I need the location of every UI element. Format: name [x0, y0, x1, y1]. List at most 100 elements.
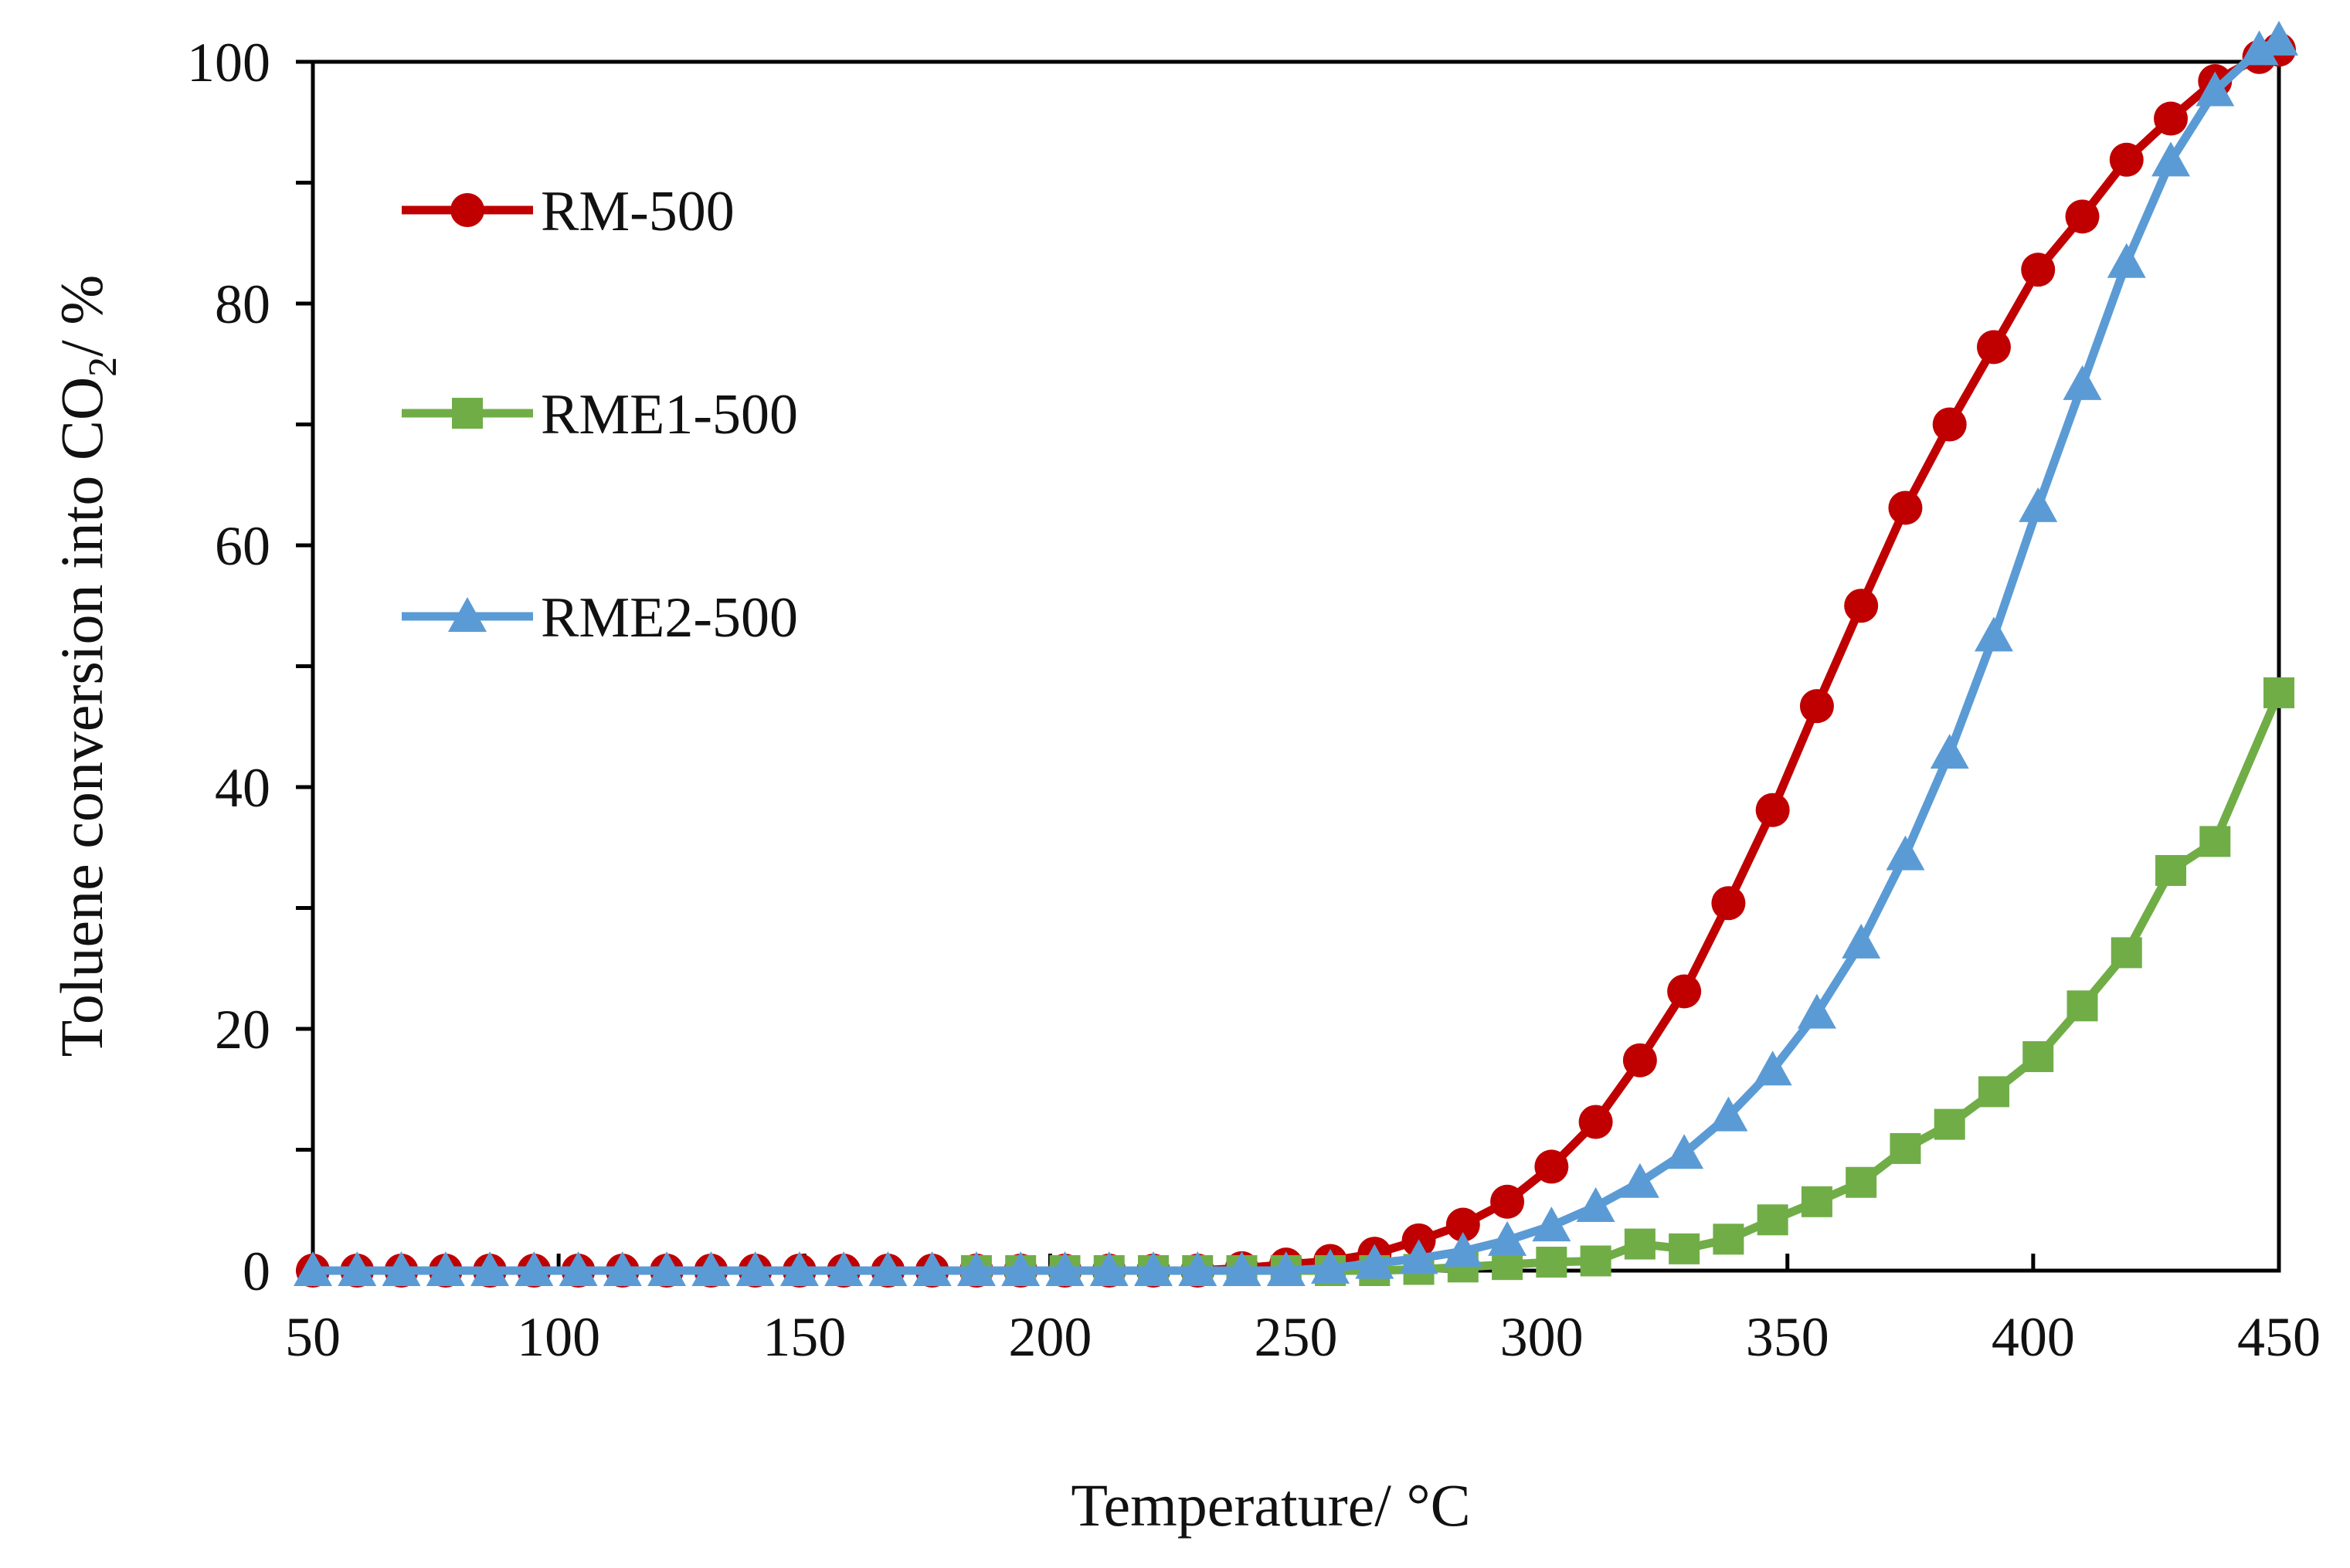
- data-point-rme2-500: [2240, 30, 2279, 66]
- data-point-rme2-500: [2260, 20, 2298, 56]
- y-axis-title-subscript: 2: [81, 357, 125, 377]
- data-point-rme2-500: [426, 1251, 465, 1286]
- data-point-rme2-500: [824, 1251, 864, 1286]
- data-point-rm-500: [2109, 142, 2144, 177]
- data-point-rm-500: [2154, 101, 2189, 136]
- data-point-rme2-500: [779, 1251, 819, 1286]
- data-point-rme2-500: [912, 1251, 952, 1286]
- data-point-rme2-500: [1886, 835, 1925, 871]
- series-line-rme2-500: [313, 36, 2281, 1275]
- x-tick-label: 450: [2237, 1306, 2321, 1368]
- data-point-rm-500: [2065, 199, 2100, 234]
- data-point-rme2-500: [1222, 1251, 1262, 1286]
- data-point-rme2-500: [382, 1251, 421, 1286]
- data-point-rme2-500: [1355, 1244, 1394, 1279]
- y-axis-title: Toluene conversion into CO2/ %: [48, 275, 125, 1057]
- data-point-rme1-500: [2022, 1040, 2054, 1072]
- y-axis-title-suffix: / %: [48, 275, 115, 357]
- x-tick-label: 50: [285, 1306, 341, 1368]
- y-tick-label: 20: [215, 999, 270, 1061]
- data-point-rm-500: [1667, 974, 1702, 1009]
- x-axis: 50 100 150 200 250 300 350 400 450: [285, 1254, 2321, 1368]
- x-tick-label: 200: [1008, 1306, 1092, 1368]
- data-point-rme2-500: [1089, 1251, 1129, 1286]
- data-point-rme2-500: [1576, 1187, 1615, 1223]
- y-tick-label: 60: [215, 515, 270, 577]
- data-point-rme1-500: [1801, 1186, 1832, 1217]
- data-point-rme2-500: [868, 1251, 908, 1286]
- legend-label: RM-500: [541, 180, 735, 243]
- data-point-rme2-500: [691, 1251, 731, 1286]
- series-line-rme1-500: [976, 691, 2284, 1275]
- data-point-rme1-500: [1757, 1204, 1788, 1236]
- legend-swatch-marker: [450, 193, 484, 227]
- data-point-rme2-500: [2151, 141, 2191, 177]
- x-tick-label: 400: [1992, 1306, 2075, 1368]
- data-point-rme2-500: [2107, 243, 2146, 278]
- data-point-rm-500: [1534, 1149, 1569, 1184]
- data-point-rme2-500: [1045, 1251, 1085, 1286]
- data-point-rme2-500: [603, 1251, 642, 1286]
- legend-item-rm-500: RM-500: [402, 180, 735, 243]
- data-point-rme2-500: [2063, 365, 2102, 400]
- y-tick-label: 0: [243, 1240, 270, 1302]
- data-point-rm-500: [1932, 407, 1967, 442]
- data-point-rme2-500: [338, 1251, 377, 1286]
- data-point-rme2-500: [1797, 993, 1836, 1029]
- x-axis-title: Temperature/ °C: [1071, 1471, 1470, 1539]
- data-point-rme1-500: [1536, 1247, 1567, 1278]
- data-point-rme2-500: [2019, 487, 2058, 522]
- legend-item-rme1-500: RME1-500: [402, 383, 798, 446]
- legend-label: RME1-500: [541, 383, 798, 446]
- data-point-rme2-500: [1665, 1134, 1704, 1169]
- y-axis: 0 20 40 60 80 100: [187, 32, 313, 1302]
- data-point-rme1-500: [2155, 854, 2187, 886]
- series-layer: [294, 20, 2298, 1288]
- data-point-rme2-500: [470, 1251, 510, 1286]
- data-point-rme1-500: [1624, 1228, 1656, 1260]
- data-point-rme2-500: [1311, 1248, 1350, 1284]
- x-tick-label: 150: [762, 1306, 846, 1368]
- data-point-rme2-500: [1399, 1239, 1438, 1274]
- y-tick-label: 40: [215, 757, 270, 819]
- data-point-rm-500: [1888, 490, 1923, 525]
- data-point-rm-500: [1445, 1207, 1480, 1242]
- legend-swatch-marker: [448, 597, 487, 632]
- data-point-rme2-500: [1974, 616, 2013, 652]
- legend-item-rme2-500: RME2-500: [402, 586, 798, 650]
- data-point-rme2-500: [1620, 1162, 1659, 1198]
- data-point-rm-500: [1844, 589, 1879, 623]
- data-point-rme2-500: [1930, 734, 1969, 769]
- data-point-rme1-500: [2263, 677, 2294, 708]
- data-point-rme2-500: [559, 1251, 598, 1286]
- data-point-rm-500: [1799, 689, 1834, 724]
- data-point-rm-500: [2021, 253, 2056, 287]
- data-point-rme2-500: [956, 1251, 996, 1286]
- data-point-rme2-500: [1532, 1207, 1571, 1242]
- data-point-rme1-500: [1669, 1233, 1700, 1264]
- series-rme2-500: [294, 20, 2298, 1286]
- data-point-rme2-500: [1753, 1050, 1792, 1086]
- y-tick-label: 80: [215, 273, 270, 335]
- data-point-rme2-500: [1842, 923, 1881, 959]
- data-point-rme1-500: [2199, 826, 2231, 857]
- data-point-rm-500: [1755, 792, 1790, 827]
- x-tick-label: 350: [1746, 1306, 1829, 1368]
- data-point-rme1-500: [1580, 1245, 1611, 1277]
- x-tick-label: 300: [1500, 1306, 1584, 1368]
- legend-label: RME2-500: [541, 586, 798, 650]
- data-point-rme1-500: [2111, 937, 2142, 969]
- y-axis-title-main: Toluene conversion into CO: [48, 377, 115, 1057]
- data-point-rme2-500: [1709, 1096, 1748, 1132]
- data-point-rme2-500: [2195, 71, 2235, 107]
- data-point-rme2-500: [1488, 1220, 1527, 1256]
- data-point-rme2-500: [1266, 1251, 1306, 1286]
- legend: RM-500 RME1-500 RME2-500: [402, 180, 798, 650]
- data-point-rme1-500: [1713, 1224, 1744, 1255]
- data-point-rme1-500: [1978, 1076, 2009, 1108]
- data-point-rme2-500: [1443, 1231, 1482, 1267]
- x-tick-label: 250: [1255, 1306, 1338, 1368]
- data-point-rme2-500: [1001, 1251, 1041, 1286]
- data-point-rm-500: [1711, 886, 1746, 921]
